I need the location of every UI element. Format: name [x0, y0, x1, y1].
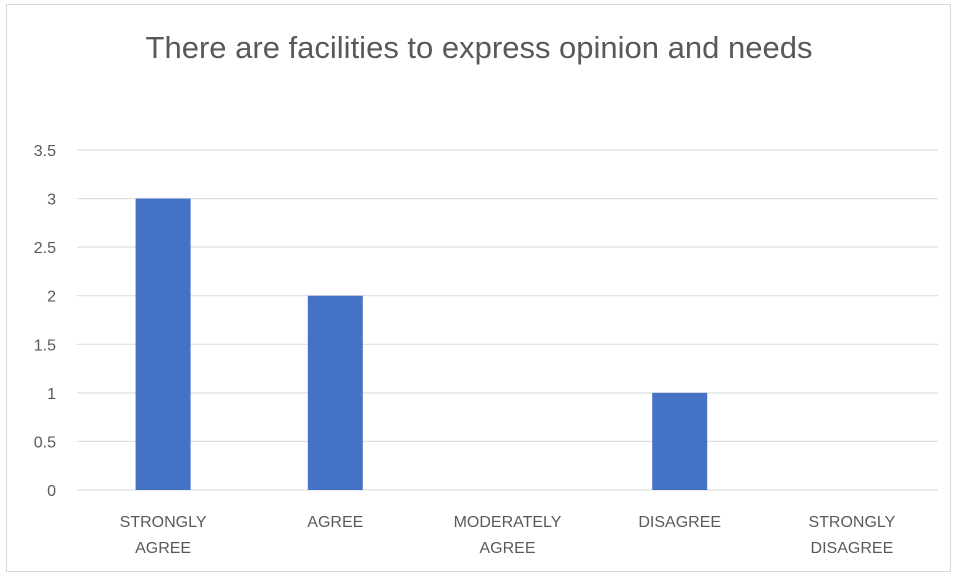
x-tick-label: STRONGLY DISAGREE	[808, 514, 895, 557]
x-tick-label: MODERATELY AGREE	[454, 514, 562, 557]
bar	[307, 295, 363, 490]
y-tick-label: 2	[47, 289, 56, 306]
x-axis-ticks: STRONGLY AGREE AGREE MODERATELY AGREE DISAGRE…	[120, 514, 896, 557]
gridlines	[77, 149, 938, 491]
chart-title: There are facilities to express opinion …	[145, 30, 813, 65]
y-tick-label: 0	[47, 483, 56, 500]
y-axis-ticks: 0 0.5 1 1.5 2 2.5 3 3.5	[34, 143, 56, 500]
y-tick-label: 3	[47, 192, 56, 209]
y-tick-label: 2.5	[34, 240, 56, 257]
x-tick-label: AGREE	[307, 514, 363, 531]
y-tick-label: 1	[47, 386, 56, 403]
x-tick-label: DISAGREE	[638, 514, 721, 531]
y-tick-label: 1.5	[34, 337, 56, 354]
bar	[652, 392, 708, 490]
bars	[135, 198, 708, 491]
y-tick-label: 0.5	[34, 434, 56, 451]
bar	[135, 198, 191, 491]
x-tick-label: STRONGLY AGREE	[120, 514, 207, 557]
y-tick-label: 3.5	[34, 143, 56, 160]
